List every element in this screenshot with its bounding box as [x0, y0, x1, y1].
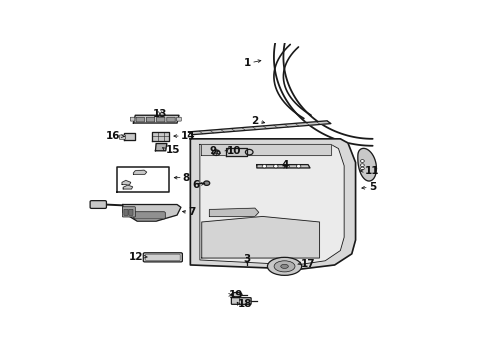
FancyBboxPatch shape [122, 207, 135, 217]
Ellipse shape [281, 264, 288, 269]
Text: 17: 17 [300, 258, 315, 269]
FancyBboxPatch shape [136, 117, 145, 122]
Text: 11: 11 [365, 166, 380, 176]
FancyBboxPatch shape [134, 212, 165, 219]
Text: 2: 2 [251, 116, 259, 126]
Text: 18: 18 [238, 299, 252, 309]
Polygon shape [122, 180, 131, 185]
Circle shape [296, 165, 301, 168]
Text: 16: 16 [106, 131, 120, 141]
Text: 13: 13 [153, 109, 167, 119]
Text: 6: 6 [193, 180, 200, 190]
Circle shape [361, 167, 364, 170]
FancyBboxPatch shape [146, 254, 180, 261]
Text: 1: 1 [244, 58, 251, 68]
Circle shape [361, 164, 364, 167]
Polygon shape [358, 148, 376, 181]
Polygon shape [123, 185, 133, 189]
Ellipse shape [268, 257, 302, 275]
Text: 10: 10 [226, 146, 241, 156]
FancyBboxPatch shape [231, 298, 251, 304]
Text: 15: 15 [166, 145, 180, 155]
Text: 9: 9 [210, 146, 217, 156]
Polygon shape [133, 115, 179, 123]
Circle shape [262, 165, 267, 168]
Text: 3: 3 [244, 255, 251, 264]
FancyBboxPatch shape [167, 117, 175, 122]
Circle shape [204, 181, 210, 185]
Text: 14: 14 [181, 131, 196, 141]
Circle shape [245, 149, 253, 155]
Polygon shape [124, 133, 135, 140]
Polygon shape [200, 144, 344, 265]
Text: 8: 8 [183, 173, 190, 183]
Polygon shape [226, 148, 247, 156]
Text: 19: 19 [228, 291, 243, 301]
FancyBboxPatch shape [130, 117, 135, 121]
Ellipse shape [231, 292, 242, 297]
Ellipse shape [274, 261, 295, 272]
FancyBboxPatch shape [124, 209, 128, 215]
FancyBboxPatch shape [90, 201, 106, 208]
Polygon shape [118, 167, 170, 192]
Polygon shape [202, 216, 319, 258]
Circle shape [361, 159, 364, 162]
Text: 4: 4 [282, 160, 289, 170]
FancyBboxPatch shape [143, 253, 182, 262]
Polygon shape [133, 170, 147, 174]
Text: 7: 7 [189, 207, 196, 217]
FancyBboxPatch shape [157, 117, 165, 122]
Polygon shape [123, 204, 181, 221]
Polygon shape [257, 165, 310, 168]
Polygon shape [152, 132, 170, 141]
Circle shape [212, 150, 220, 156]
FancyBboxPatch shape [147, 117, 155, 122]
FancyBboxPatch shape [129, 209, 133, 215]
Polygon shape [190, 139, 356, 269]
Text: 12: 12 [128, 252, 143, 262]
FancyBboxPatch shape [177, 117, 181, 121]
Circle shape [285, 165, 290, 168]
Polygon shape [209, 208, 259, 216]
Text: 5: 5 [369, 183, 376, 192]
FancyBboxPatch shape [120, 135, 125, 139]
Circle shape [273, 165, 278, 168]
Polygon shape [189, 121, 331, 135]
Polygon shape [155, 144, 167, 151]
Polygon shape [201, 144, 331, 156]
